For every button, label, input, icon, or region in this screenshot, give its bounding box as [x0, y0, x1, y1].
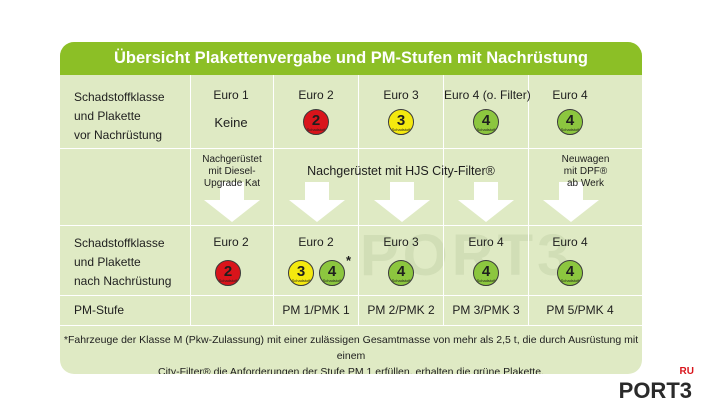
row-divider — [60, 225, 642, 226]
plaque-icon: 4 Schadstoff — [557, 260, 583, 286]
down-arrow-icon — [543, 182, 599, 222]
row-label-before: Schadstoffklasse und Plakette vor Nachrü… — [74, 90, 165, 142]
pm-value: PM 5/PMK 4 — [546, 303, 614, 317]
plaque-icon: 2 Schadstoff — [215, 260, 241, 286]
pm-value: PM 2/PMK 2 — [367, 303, 435, 317]
plaque-icon: 4 Schadstoff — [388, 260, 414, 286]
plaque-icon: 4 Schadstoff — [319, 260, 345, 286]
col-divider — [443, 75, 444, 325]
new-car-note: Neuwagen mit DPF® ab Werk — [561, 154, 610, 189]
header-before-2: Euro 2 — [298, 88, 334, 102]
card-title: Übersicht Plakettenvergabe und PM-Stufen… — [60, 42, 642, 75]
site-logo: PORT3 RU — [618, 366, 694, 403]
pm-value: PM 1/PMK 1 — [282, 303, 350, 317]
header-before-3: Euro 3 — [383, 88, 419, 102]
header-after-3: Euro 3 — [383, 235, 419, 249]
header-before-5: Euro 4 — [552, 88, 588, 102]
retrofit-diesel-note: Nachgerüstet mit Diesel- Upgrade Kat — [202, 154, 262, 189]
footnote: *Fahrzeuge der Klasse M (Pkw-Zulassung) … — [63, 334, 639, 374]
asterisk-mark: * — [346, 253, 352, 268]
overview-card: Übersicht Plakettenvergabe und PM-Stufen… — [60, 42, 642, 374]
row-divider — [60, 325, 642, 326]
col-divider — [358, 75, 359, 325]
header-after-4: Euro 4 — [468, 235, 504, 249]
plaque-icon: 4 Schadstoff — [473, 109, 499, 135]
header-after-2: Euro 2 — [298, 235, 334, 249]
plaque-icon: 4 Schadstoff — [557, 109, 583, 135]
plaque-icon: 3 Schadstoff — [288, 260, 314, 286]
col-divider — [528, 75, 529, 325]
row-label-after: Schadstoffklasse und Plakette nach Nachr… — [74, 236, 172, 288]
header-after-5: Euro 4 — [552, 235, 588, 249]
header-before-1: Euro 1 — [213, 88, 249, 102]
col-divider — [190, 75, 191, 325]
plaque-icon: 2 Schadstoff — [303, 109, 329, 135]
header-before-4: Euro 4 (o. Filter) — [444, 88, 531, 102]
none-text: Keine — [214, 115, 248, 130]
down-arrow-icon — [289, 182, 345, 222]
down-arrow-icon — [374, 182, 430, 222]
header-after-1: Euro 2 — [213, 235, 249, 249]
retrofit-cityfilter-note: Nachgerüstet mit HJS City-Filter® — [307, 164, 495, 178]
down-arrow-icon — [204, 182, 260, 222]
row-divider — [60, 148, 642, 149]
plaque-icon: 3 Schadstoff — [388, 109, 414, 135]
pm-stage-label: PM-Stufe — [74, 303, 125, 317]
row-divider — [60, 295, 642, 296]
plaque-icon: 4 Schadstoff — [473, 260, 499, 286]
pm-value: PM 3/PMK 3 — [452, 303, 520, 317]
down-arrow-icon — [458, 182, 514, 222]
col-divider — [273, 75, 274, 325]
